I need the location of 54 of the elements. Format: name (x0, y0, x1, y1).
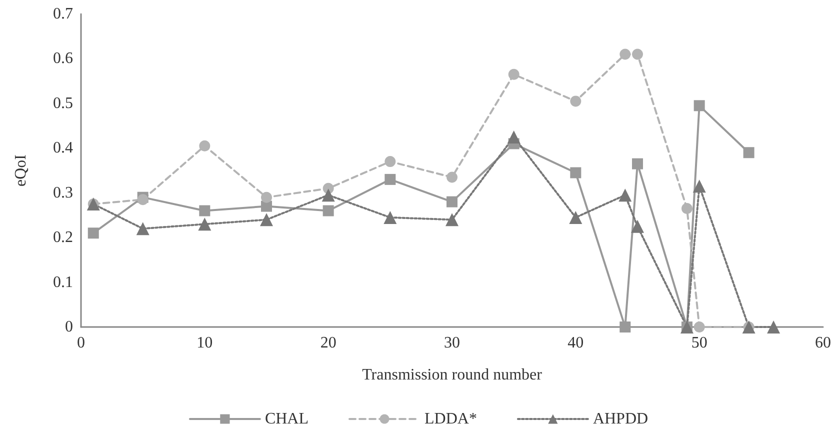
x-tick-label: 20 (320, 334, 336, 352)
point (384, 156, 396, 168)
point (632, 158, 643, 170)
point (137, 194, 148, 206)
point (261, 200, 272, 212)
point (694, 100, 705, 112)
y-tick-label: 0.6 (53, 50, 73, 68)
y-tick-label: 0.4 (53, 140, 73, 157)
point (618, 188, 632, 202)
point (322, 205, 334, 216)
point (767, 320, 780, 334)
x-tick-label: 0 (77, 334, 85, 352)
point (632, 48, 643, 60)
y-tick-label: 0.3 (53, 184, 73, 202)
point (446, 213, 458, 226)
x-tick-label: 60 (815, 334, 831, 352)
point (384, 210, 397, 224)
point (569, 210, 582, 224)
y-tick-label: 0.2 (53, 229, 73, 246)
y-axis-title: eQoI (12, 154, 30, 186)
legend-label: CHAL (264, 410, 309, 428)
point (322, 188, 335, 202)
x-tick-label: 50 (691, 334, 708, 352)
point (631, 220, 644, 233)
legend-label: LDDA* (424, 410, 477, 428)
x-tick-label: 40 (568, 334, 584, 352)
point (199, 205, 210, 216)
point (507, 130, 520, 144)
point (681, 203, 692, 214)
point (136, 222, 150, 236)
point (261, 192, 272, 203)
y-tick-label: 0.7 (53, 6, 73, 22)
point (384, 174, 396, 185)
point (620, 48, 631, 60)
point (570, 96, 582, 107)
point (260, 213, 273, 226)
point (620, 322, 631, 332)
x-tick-label: 30 (444, 334, 460, 352)
point (743, 147, 754, 158)
point (570, 167, 582, 178)
y-tick-label: 0 (65, 318, 73, 336)
x-axis-title: Transmission round number (362, 366, 543, 384)
point (694, 322, 705, 332)
y-tick-label: 0.5 (53, 94, 73, 112)
point (88, 228, 99, 239)
y-tick-label: 0.1 (53, 274, 73, 291)
point (508, 68, 520, 80)
point (198, 218, 212, 231)
point (446, 172, 458, 183)
point (199, 140, 210, 152)
point (446, 196, 458, 208)
point (692, 180, 706, 193)
x-tick-label: 10 (196, 334, 213, 352)
legend-label: AHPDD (592, 410, 648, 428)
